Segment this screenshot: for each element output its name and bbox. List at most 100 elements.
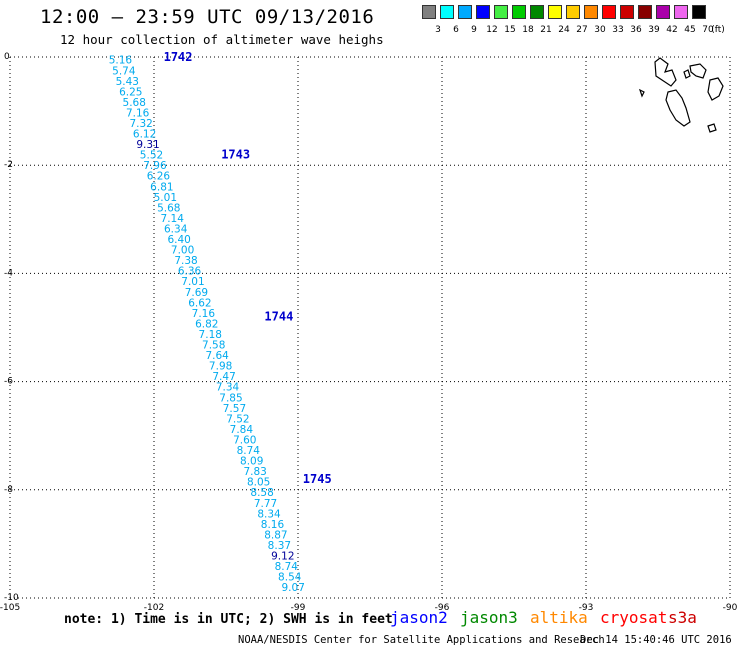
chart-title: 12:00 — 23:59 UTC 09/13/2016 xyxy=(40,6,375,28)
coastline-islands xyxy=(638,57,724,133)
wave-height-point: 6.40 xyxy=(167,234,190,246)
wave-height-point: 7.00 xyxy=(171,245,194,257)
wave-height-point: 7.14 xyxy=(161,213,185,225)
legend-label: 12 xyxy=(486,25,498,35)
wave-height-point: 5.43 xyxy=(116,76,139,88)
wave-height-point: 5.16 xyxy=(109,55,133,67)
legend-label: 27 xyxy=(576,25,588,35)
wave-height-point: 5.01 xyxy=(154,192,177,204)
legend-label: 42 xyxy=(666,25,678,35)
legend-label: 36 xyxy=(630,25,642,35)
legend-swatch xyxy=(638,5,652,19)
satellite-label: altika xyxy=(530,608,588,627)
wave-height-point: 9.31 xyxy=(136,139,159,151)
legend-swatch xyxy=(674,5,688,19)
wave-height-point: 7.98 xyxy=(209,361,232,373)
wave-height-point: 8.09 xyxy=(240,456,263,468)
legend-swatch xyxy=(602,5,616,19)
cycle-labels: 1742 1743 1744 1745 xyxy=(164,50,332,486)
wave-height-point: 6.34 xyxy=(164,223,188,235)
chart-subtitle: 12 hour collection of altimeter wave hei… xyxy=(60,32,384,47)
legend-label: 3 xyxy=(435,25,441,35)
y-tick-label: 0 xyxy=(4,52,10,62)
legend-label: 70 xyxy=(702,25,714,35)
satellite-label: jason2 xyxy=(390,608,448,627)
wave-height-point: 8.05 xyxy=(247,477,270,489)
legend-swatch xyxy=(584,5,598,19)
wave-height-point: 6.62 xyxy=(188,297,211,309)
wave-height-point: 7.16 xyxy=(126,107,150,119)
wave-height-point: 9.12 xyxy=(271,551,294,563)
x-tick-label: -99 xyxy=(291,603,306,613)
wave-height-point: 8.54 xyxy=(278,572,302,584)
cycle-label: 1745 xyxy=(303,472,332,486)
legend-label: 9 xyxy=(471,25,477,35)
legend-swatch xyxy=(458,5,472,19)
legend-swatch xyxy=(656,5,670,19)
legend-swatch xyxy=(476,5,490,19)
grid-lines xyxy=(9,56,731,599)
wave-height-point: 7.18 xyxy=(199,329,222,341)
legend-label: 6 xyxy=(453,25,459,35)
wave-height-point: 8.87 xyxy=(264,529,287,541)
legend-label: 24 xyxy=(558,25,570,35)
cycle-label: 1743 xyxy=(221,147,250,161)
y-tick-label: -6 xyxy=(4,377,13,387)
y-tick-label: -10 xyxy=(4,593,19,603)
y-tick-label: -8 xyxy=(4,485,13,495)
cycle-label: 1744 xyxy=(264,310,293,324)
wave-height-point: 8.58 xyxy=(250,487,273,499)
wave-height-point: 8.37 xyxy=(268,540,291,552)
wave-height-point: 8.34 xyxy=(257,508,281,520)
x-tick-label: -93 xyxy=(579,603,594,613)
wave-height-point: 7.84 xyxy=(230,424,254,436)
wave-height-point: 7.47 xyxy=(212,371,235,383)
wave-height-point: 7.52 xyxy=(226,413,249,425)
x-tick-label: -102 xyxy=(144,603,164,613)
legend-label: 30 xyxy=(594,25,606,35)
wave-height-point: 7.96 xyxy=(143,160,167,172)
satellite-label: jason3 xyxy=(460,608,518,627)
wave-height-point: 8.74 xyxy=(275,561,299,573)
wave-height-point: 7.64 xyxy=(205,350,229,362)
legend-swatch xyxy=(422,5,436,19)
wave-height-point: 7.34 xyxy=(216,382,240,394)
wave-height-point: 6.26 xyxy=(147,171,171,183)
legend-label: 45 xyxy=(684,25,696,35)
wave-height-point: 9.07 xyxy=(282,582,305,594)
wave-height-point: 8.74 xyxy=(237,445,261,457)
y-tick-label: -4 xyxy=(4,268,13,278)
wave-height-point: 6.12 xyxy=(133,129,156,141)
legend-swatch xyxy=(494,5,508,19)
wave-height-point: 5.52 xyxy=(140,150,163,162)
wave-height-point: 6.25 xyxy=(119,86,142,98)
wave-height-point: 7.32 xyxy=(129,118,152,130)
axis-ticks: -105 -102 -99 -96 -93 -90 0 -2 -4 -6 -8 -10 xyxy=(0,52,738,613)
wave-height-point: 7.77 xyxy=(254,498,277,510)
wave-height-point: 8.16 xyxy=(261,519,285,531)
wave-height-point: 7.38 xyxy=(174,255,197,267)
wave-height-point: 7.69 xyxy=(185,287,208,299)
legend-unit: (ft) xyxy=(711,25,725,35)
wave-height-point: 7.85 xyxy=(219,392,242,404)
wave-height-point: 6.81 xyxy=(150,181,173,193)
wave-height-point: 5.68 xyxy=(123,97,146,109)
wave-height-point: 7.58 xyxy=(202,340,225,352)
credit-text: NOAA/NESDIS Center for Satellite Applica… xyxy=(238,634,605,646)
y-tick-label: -2 xyxy=(4,160,13,170)
wave-height-point: 7.16 xyxy=(192,308,216,320)
legend-swatch xyxy=(692,5,706,19)
legend-label: 33 xyxy=(612,25,624,35)
timestamp-text: Dec 14 15:40:46 UTC 2016 xyxy=(580,634,732,646)
legend-label: 39 xyxy=(648,25,660,35)
legend-label: 15 xyxy=(504,25,516,35)
x-tick-label: -96 xyxy=(435,603,450,613)
legend-label: 18 xyxy=(522,25,534,35)
wave-height-point: 7.01 xyxy=(181,276,204,288)
satellite-label: s3a xyxy=(668,608,697,627)
x-tick-label: -90 xyxy=(723,603,738,613)
wave-height-points: 5.165.745.436.255.687.167.326.129.315.52… xyxy=(109,55,305,594)
legend-swatch xyxy=(620,5,634,19)
cycle-label: 1742 xyxy=(164,50,193,64)
